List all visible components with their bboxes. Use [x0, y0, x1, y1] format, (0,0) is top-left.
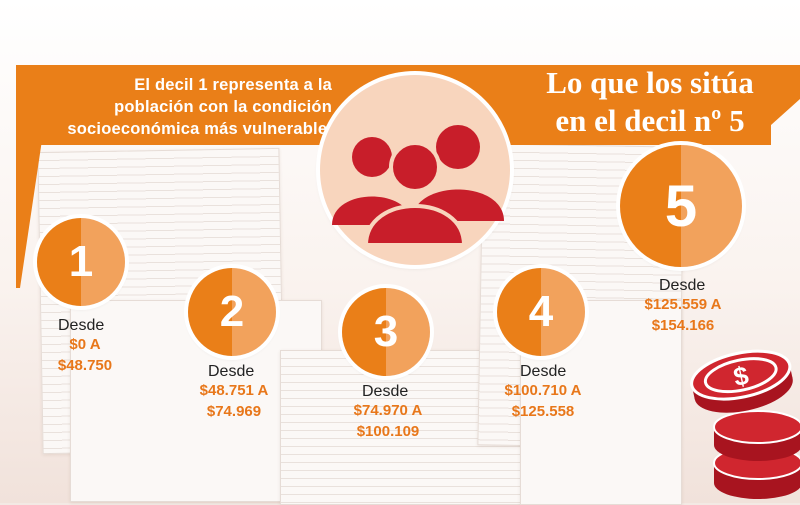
decile-1-circle: 1 — [37, 218, 125, 306]
decile-3-desde: Desde — [362, 383, 409, 400]
decile-3-range: $74.970 A $100.109 — [338, 400, 438, 442]
decile-4-desde: Desde — [520, 363, 567, 380]
decile-number: 1 — [68, 237, 94, 286]
decile-4-circle: 4 — [497, 268, 585, 356]
range-to: $125.558 — [511, 403, 575, 420]
page-title: Lo que los sitúa en el decil nº 5 — [520, 64, 780, 140]
decile-2-circle: 2 — [188, 268, 276, 356]
range-to: $74.969 — [206, 403, 262, 420]
decile-number: 4 — [528, 287, 554, 336]
people-circle — [320, 75, 510, 265]
banner-note-line: socioeconómica más vulnerable. — [67, 120, 332, 138]
range-to: $100.109 — [356, 423, 420, 440]
decile-5-circle: 5 — [620, 145, 742, 267]
svg-text:$: $ — [731, 360, 752, 392]
decile-number: 2 — [219, 287, 245, 336]
range-to: $48.750 — [57, 357, 113, 374]
decile-2-desde: Desde — [208, 363, 255, 380]
range-from: $125.559 A — [644, 296, 722, 313]
range-from: $100.710 A — [504, 382, 582, 399]
banner-note: El decil 1 representa a la población con… — [32, 74, 332, 140]
decile-number: 5 — [664, 173, 698, 239]
dollar-coins-stack-icon: $ — [690, 349, 800, 499]
decile-2-range: $48.751 A $74.969 — [186, 380, 282, 422]
range-from: $74.970 A — [353, 402, 423, 419]
decile-5-desde: Desde — [659, 277, 706, 294]
decile-3-circle: 3 — [342, 288, 430, 376]
decile-1-desde: Desde — [58, 317, 105, 334]
banner-note-line: El decil 1 representa a la — [134, 76, 332, 94]
title-line: Lo que los sitúa — [546, 65, 754, 100]
range-to: $154.166 — [651, 317, 715, 334]
decile-number: 3 — [373, 307, 399, 356]
range-from: $48.751 A — [199, 382, 269, 399]
group-of-people-icon — [332, 125, 504, 247]
title-line: en el decil nº 5 — [555, 103, 745, 138]
banner-note-line: población con la condición — [114, 98, 332, 116]
range-from: $0 A — [69, 336, 101, 353]
decile-4-range: $100.710 A $125.558 — [488, 380, 598, 422]
banner-tail — [16, 140, 42, 288]
decile-5-range: $125.559 A $154.166 — [628, 294, 738, 336]
decile-1-range: $0 A $48.750 — [50, 334, 120, 376]
